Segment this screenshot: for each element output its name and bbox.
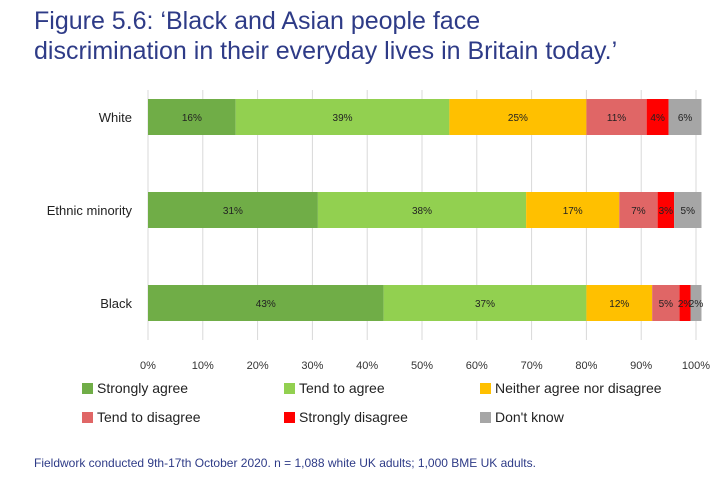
- legend-label: Strongly disagree: [299, 409, 408, 425]
- chart-title: Figure 5.6: ‘Black and Asian people face…: [34, 6, 714, 66]
- data-label: 38%: [412, 206, 432, 217]
- data-label: 2%: [678, 299, 693, 310]
- bar-segment: [657, 192, 675, 228]
- title-line-1: Figure 5.6: ‘Black and Asian people face: [34, 7, 481, 35]
- x-tick-label: 60%: [466, 360, 488, 372]
- data-label: 37%: [475, 299, 495, 310]
- legend-swatch: [284, 412, 295, 423]
- fieldwork-footnote: Fieldwork conducted 9th-17th October 202…: [34, 456, 536, 470]
- data-label: 4%: [650, 113, 665, 124]
- title-line-2: discrimination in their everyday lives i…: [34, 37, 618, 65]
- legend-swatch: [284, 383, 295, 394]
- category-label: Black: [100, 296, 132, 311]
- legend-swatch: [480, 412, 491, 423]
- legend-swatch: [82, 383, 93, 394]
- bar-segment: [449, 99, 587, 135]
- bar-segment: [148, 285, 384, 321]
- data-label: 5%: [659, 299, 674, 310]
- bar-segment: [668, 99, 702, 135]
- x-tick-label: 0%: [140, 360, 156, 372]
- x-tick-label: 100%: [682, 360, 710, 372]
- category-label: White: [99, 110, 132, 125]
- bar-segment: [148, 99, 236, 135]
- bar-segment: [646, 99, 669, 135]
- x-tick-label: 30%: [301, 360, 323, 372]
- legend-swatch: [480, 383, 491, 394]
- x-tick-label: 10%: [192, 360, 214, 372]
- bar-segment: [619, 192, 658, 228]
- bar-segment: [586, 285, 653, 321]
- bar-segment: [679, 285, 691, 321]
- legend-label: Tend to disagree: [97, 409, 201, 425]
- data-label: 43%: [256, 299, 276, 310]
- data-label: 6%: [678, 113, 693, 124]
- data-label: 31%: [223, 206, 243, 217]
- bar-segment: [526, 192, 620, 228]
- legend-label: Don't know: [495, 409, 565, 425]
- data-label: 7%: [631, 206, 646, 217]
- data-label: 25%: [508, 113, 528, 124]
- legend-label: Tend to agree: [299, 380, 385, 396]
- legend-label: Neither agree nor disagree: [495, 380, 662, 396]
- bar-segment: [674, 192, 702, 228]
- data-label: 12%: [609, 299, 629, 310]
- x-tick-label: 70%: [521, 360, 543, 372]
- legend-label: Strongly agree: [97, 380, 188, 396]
- data-label: 11%: [607, 113, 626, 124]
- legend-swatch: [82, 412, 93, 423]
- bar-segment: [148, 192, 318, 228]
- bar-segment: [235, 99, 450, 135]
- category-label: Ethnic minority: [47, 203, 133, 218]
- data-label: 3%: [659, 206, 674, 217]
- bar-segment: [586, 99, 647, 135]
- bar-segment: [317, 192, 527, 228]
- data-label: 2%: [689, 299, 704, 310]
- data-label: 39%: [333, 113, 353, 124]
- bar-segment: [652, 285, 680, 321]
- x-tick-label: 40%: [356, 360, 378, 372]
- data-label: 5%: [681, 206, 696, 217]
- bar-segment: [383, 285, 587, 321]
- bar-segment: [690, 285, 702, 321]
- x-tick-label: 90%: [630, 360, 652, 372]
- x-tick-label: 20%: [247, 360, 269, 372]
- data-label: 16%: [182, 113, 202, 124]
- x-tick-label: 80%: [575, 360, 597, 372]
- x-tick-label: 50%: [411, 360, 433, 372]
- data-label: 17%: [563, 206, 583, 217]
